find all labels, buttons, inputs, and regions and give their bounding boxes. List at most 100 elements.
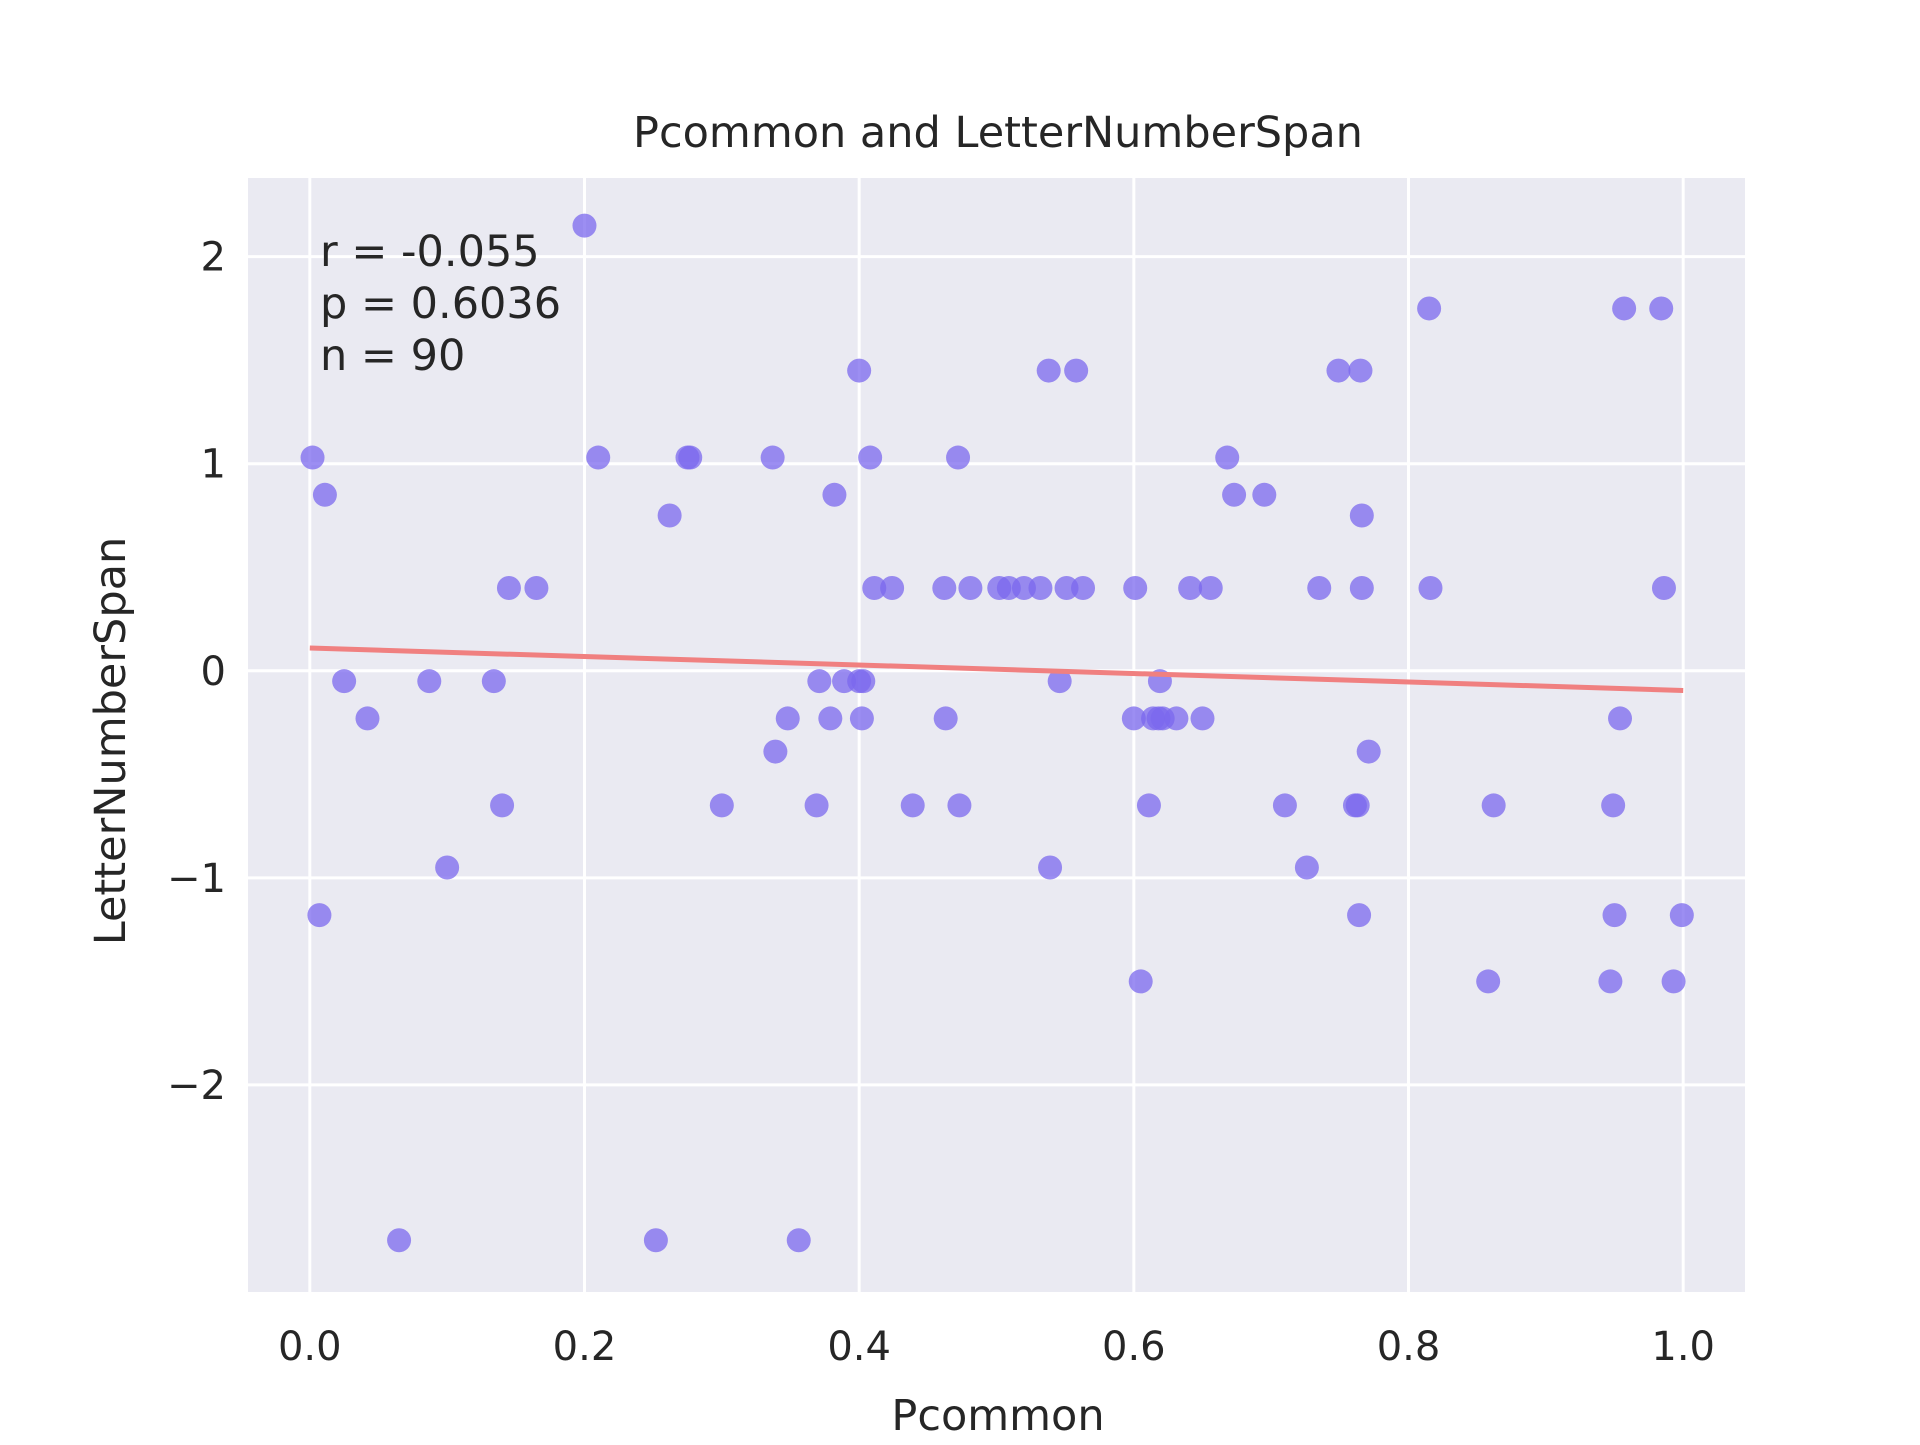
data-point — [496, 575, 521, 600]
data-point — [958, 575, 983, 600]
data-point — [1164, 706, 1189, 731]
data-point — [417, 669, 442, 694]
data-point — [763, 739, 788, 764]
data-point — [933, 706, 958, 731]
data-point — [847, 358, 872, 383]
data-point — [709, 793, 734, 818]
data-point — [1347, 903, 1372, 928]
data-point — [1222, 482, 1247, 507]
data-point — [300, 445, 325, 470]
data-point — [1307, 575, 1332, 600]
data-point — [1178, 575, 1203, 600]
y-tick-label: −2 — [167, 1063, 226, 1109]
data-point — [1215, 445, 1240, 470]
data-point — [804, 793, 829, 818]
x-tick-label: 0.4 — [827, 1324, 891, 1370]
data-point — [1476, 969, 1501, 994]
data-points — [300, 213, 1694, 1253]
data-point — [1047, 669, 1072, 694]
data-point — [932, 575, 957, 600]
data-point — [1123, 575, 1148, 600]
data-point — [807, 669, 832, 694]
data-point — [1038, 855, 1063, 880]
data-point — [1011, 575, 1036, 600]
y-tick-labels: −2 −1 0 1 2 — [167, 235, 226, 1109]
data-point — [312, 482, 337, 507]
x-tick-label: 1.0 — [1651, 1324, 1715, 1370]
data-point — [1348, 358, 1373, 383]
data-point — [1071, 575, 1096, 600]
data-point — [1252, 482, 1277, 507]
stat-n: n = 90 — [320, 331, 465, 381]
data-point — [1272, 793, 1297, 818]
data-point — [387, 1228, 412, 1253]
data-point — [1417, 296, 1442, 321]
data-point — [775, 706, 800, 731]
data-point — [900, 793, 925, 818]
data-point — [1036, 358, 1061, 383]
data-point — [858, 445, 883, 470]
data-point — [851, 669, 876, 694]
data-point — [1651, 575, 1676, 600]
data-point — [332, 669, 357, 694]
data-point — [678, 445, 703, 470]
data-point — [1128, 969, 1153, 994]
data-point — [1054, 575, 1079, 600]
stats-annotation: r = -0.055 p = 0.6036 n = 90 — [320, 227, 561, 381]
data-point — [1349, 575, 1374, 600]
y-axis-label: LetterNumberSpan — [86, 537, 136, 945]
data-point — [435, 855, 460, 880]
data-point — [1136, 793, 1161, 818]
data-point — [1608, 706, 1633, 731]
data-point — [822, 482, 847, 507]
data-point — [1661, 969, 1686, 994]
y-tick-label: 1 — [201, 442, 226, 488]
data-point — [524, 575, 549, 600]
data-point — [1198, 575, 1223, 600]
regression-line — [309, 645, 1684, 693]
plot-area — [248, 178, 1745, 1292]
data-point — [862, 575, 887, 600]
x-tick-label: 0.6 — [1102, 1324, 1166, 1370]
data-point — [947, 793, 972, 818]
data-point — [1190, 706, 1215, 731]
stat-p: p = 0.6036 — [320, 279, 561, 329]
data-point — [1612, 296, 1637, 321]
data-point — [355, 706, 380, 731]
data-point — [818, 706, 843, 731]
data-point — [880, 575, 905, 600]
data-point — [1345, 793, 1370, 818]
x-tick-label: 0.0 — [278, 1324, 342, 1370]
data-point — [849, 706, 874, 731]
data-point — [1326, 358, 1351, 383]
x-tick-label: 0.8 — [1377, 1324, 1441, 1370]
data-point — [1064, 358, 1089, 383]
data-point — [572, 213, 597, 238]
chart-title: Pcommon and LetterNumberSpan — [633, 108, 1363, 158]
data-point — [643, 1228, 668, 1253]
data-point — [481, 669, 506, 694]
y-tick-label: 0 — [201, 649, 226, 695]
data-point — [1669, 903, 1694, 928]
data-point — [307, 903, 332, 928]
data-point — [1598, 969, 1623, 994]
data-point — [1602, 903, 1627, 928]
data-point — [586, 445, 611, 470]
data-point — [1349, 503, 1374, 528]
data-point — [1294, 855, 1319, 880]
data-point — [490, 793, 515, 818]
data-point — [946, 445, 971, 470]
stat-r: r = -0.055 — [320, 227, 540, 277]
data-point — [1481, 793, 1506, 818]
data-point — [1601, 793, 1626, 818]
data-point — [1356, 739, 1381, 764]
data-point — [1121, 706, 1146, 731]
data-point — [786, 1228, 811, 1253]
x-axis-label: Pcommon — [891, 1391, 1104, 1440]
data-point — [657, 503, 682, 528]
data-point — [1418, 575, 1443, 600]
data-point — [760, 445, 785, 470]
x-tick-labels: 0.0 0.2 0.4 0.6 0.8 1.0 — [278, 1324, 1715, 1370]
